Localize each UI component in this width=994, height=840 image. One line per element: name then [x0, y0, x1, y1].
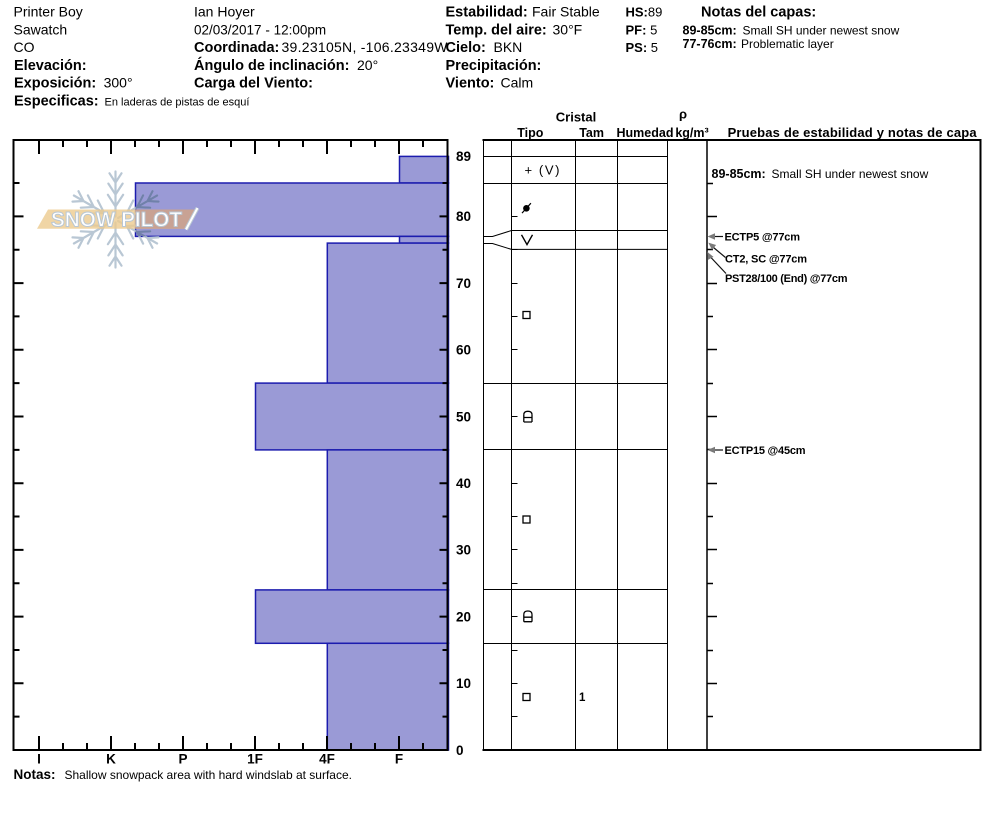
svg-text:Carga del Viento:: Carga del Viento:: [194, 76, 313, 92]
svg-text:CT2, SC @77cm: CT2, SC @77cm: [725, 253, 807, 265]
svg-text:Cielo:: Cielo:: [446, 40, 486, 56]
svg-text:PST28/100 (End) @77cm: PST28/100 (End) @77cm: [725, 273, 848, 285]
svg-text:Notas:: Notas:: [14, 767, 56, 782]
svg-text:En laderas de pistas de esquí: En laderas de pistas de esquí: [105, 97, 250, 109]
svg-text:Printer Boy: Printer Boy: [14, 4, 83, 20]
svg-text:20°: 20°: [357, 57, 378, 73]
svg-text:50: 50: [456, 409, 471, 424]
svg-text:ρ: ρ: [679, 107, 687, 122]
svg-text:30: 30: [456, 543, 471, 558]
svg-text:89: 89: [456, 149, 471, 164]
svg-text:PS: 5: PS: 5: [626, 40, 659, 55]
svg-text:Tam: Tam: [579, 126, 604, 140]
svg-text:39.23105N, -106.23349W: 39.23105N, -106.23349W: [282, 39, 449, 55]
svg-text:Coordinada:: Coordinada:: [194, 40, 279, 56]
svg-text:Calm: Calm: [501, 75, 534, 91]
svg-text:Ian Hoyer: Ian Hoyer: [194, 4, 255, 20]
svg-text:ECTP5 @77cm: ECTP5 @77cm: [725, 232, 801, 244]
svg-text:Small SH under newest snow: Small SH under newest snow: [743, 24, 900, 38]
svg-text:Precipitación:: Precipitación:: [446, 58, 542, 74]
svg-text:89-85cm:: 89-85cm:: [712, 167, 766, 181]
svg-text:02/03/2017 - 12:00pm: 02/03/2017 - 12:00pm: [194, 22, 326, 37]
svg-text:P: P: [178, 752, 187, 767]
svg-text:Humedad: Humedad: [617, 126, 674, 140]
svg-text:HS:89: HS:89: [626, 5, 663, 20]
svg-text:80: 80: [456, 209, 471, 224]
svg-text:F: F: [395, 752, 403, 767]
svg-text:Sawatch: Sawatch: [14, 21, 68, 37]
svg-text:30°F: 30°F: [553, 21, 583, 37]
svg-text:BKN: BKN: [494, 39, 523, 55]
svg-text:Viento:: Viento:: [446, 76, 495, 92]
svg-text:Notas del capas:: Notas del capas:: [701, 5, 816, 21]
svg-text:20: 20: [456, 609, 471, 624]
svg-text:Estabilidad:: Estabilidad:: [446, 5, 528, 21]
svg-text:40: 40: [456, 476, 471, 491]
svg-text:ECTP15 @45cm: ECTP15 @45cm: [725, 445, 806, 457]
svg-text:Cristal: Cristal: [556, 109, 596, 124]
svg-text:70: 70: [456, 276, 471, 291]
svg-text:K: K: [106, 752, 116, 767]
svg-text:kg/m³: kg/m³: [675, 126, 708, 140]
svg-text:10: 10: [456, 676, 471, 691]
svg-text:Especificas:: Especificas:: [14, 94, 99, 110]
svg-text:PF: 5: PF: 5: [626, 22, 658, 37]
svg-text:Ángulo de inclinación:: Ángulo de inclinación:: [194, 57, 349, 74]
svg-text:+ (V): + (V): [525, 163, 560, 178]
svg-text:Exposición:: Exposición:: [14, 76, 96, 92]
svg-text:Problematic layer: Problematic layer: [741, 37, 834, 51]
svg-text:89-85cm:: 89-85cm:: [683, 24, 737, 38]
svg-text:1: 1: [579, 692, 586, 704]
svg-text:Shallow snowpack area with har: Shallow snowpack area with hard windslab…: [65, 768, 352, 782]
svg-text:4F: 4F: [319, 752, 335, 767]
svg-text:Tipo: Tipo: [517, 126, 544, 140]
svg-text:77-76cm:: 77-76cm:: [683, 37, 737, 51]
svg-text:SNOW PILOT: SNOW PILOT: [51, 209, 182, 232]
svg-text:CO: CO: [14, 39, 35, 55]
svg-text:Pruebas de estabilidad y notas: Pruebas de estabilidad y notas de capa: [728, 125, 978, 140]
svg-text:0: 0: [456, 743, 464, 758]
svg-text:Temp. del aire:: Temp. del aire:: [446, 22, 547, 38]
svg-text:Small SH under newest snow: Small SH under newest snow: [772, 167, 929, 181]
svg-text:Fair Stable: Fair Stable: [532, 4, 600, 20]
svg-text:60: 60: [456, 343, 471, 358]
svg-text:1F: 1F: [247, 752, 263, 767]
svg-text:300°: 300°: [104, 75, 133, 91]
svg-text:Elevación:: Elevación:: [14, 58, 87, 74]
svg-text:I: I: [37, 752, 41, 767]
